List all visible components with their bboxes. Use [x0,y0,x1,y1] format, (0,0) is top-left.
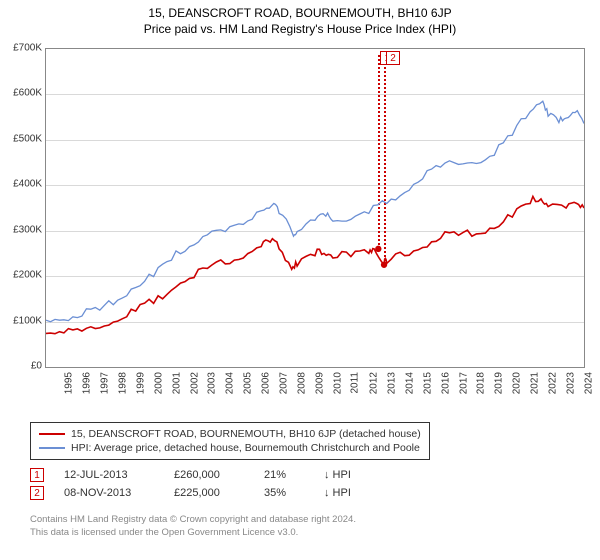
x-axis-label: 2018 [476,372,487,394]
x-axis-label: 2002 [189,372,200,394]
legend-label: 15, DEANSCROFT ROAD, BOURNEMOUTH, BH10 6… [71,428,421,440]
sale-row: 1 12-JUL-2013£260,00021%↓ HPI [30,466,570,484]
y-axis-label: £400K [0,179,42,190]
x-axis-label: 2008 [296,372,307,394]
legend-row: 15, DEANSCROFT ROAD, BOURNEMOUTH, BH10 6… [39,427,421,441]
y-axis-label: £200K [0,270,42,281]
sale-date: 08-NOV-2013 [64,487,174,499]
sale-dot [375,246,381,252]
sale-price: £225,000 [174,487,264,499]
x-axis-label: 2011 [349,372,360,394]
sale-price: £260,000 [174,469,264,481]
x-axis-label: 2009 [314,372,325,394]
legend-swatch [39,447,65,449]
chart-area: 12 £0 £100K £200K £300K £400K £500K £600K £700K… [0,38,600,418]
legend: 15, DEANSCROFT ROAD, BOURNEMOUTH, BH10 6… [30,422,430,460]
x-axis-label: 2017 [458,372,469,394]
y-axis-label: £300K [0,224,42,235]
x-axis-label: 2014 [404,372,415,394]
credits-line2: This data is licensed under the Open Gov… [30,527,570,540]
series-line [46,101,584,322]
x-axis-label: 1997 [99,372,110,394]
chart-plot: 12 [45,48,585,368]
y-axis-label: £500K [0,133,42,144]
x-axis-label: 2006 [261,372,272,394]
x-axis-label: 2013 [386,372,397,394]
legend-label: HPI: Average price, detached house, Bour… [71,442,420,454]
x-axis-label: 2016 [440,372,451,394]
sale-percent: 35% [264,487,324,499]
chart-svg [46,49,584,367]
sale-index-box: 1 [30,468,44,482]
sale-row: 2 08-NOV-2013£225,00035%↓ HPI [30,484,570,502]
title-address: 15, DEANSCROFT ROAD, BOURNEMOUTH, BH10 6… [10,6,590,20]
x-axis-label: 2001 [171,372,182,394]
y-axis-label: £600K [0,88,42,99]
x-axis-label: 2000 [153,372,164,394]
sale-percent: 21% [264,469,324,481]
x-axis-label: 1996 [81,372,92,394]
x-axis-label: 1998 [117,372,128,394]
sales-table: 1 12-JUL-2013£260,00021%↓ HPI 2 08-NOV-2013… [30,466,570,502]
x-axis-label: 1995 [63,372,74,394]
sale-marker-box: 2 [386,51,400,65]
sale-date: 12-JUL-2013 [64,469,174,481]
x-axis-label: 2024 [583,372,594,394]
below-chart: 15, DEANSCROFT ROAD, BOURNEMOUTH, BH10 6… [0,422,600,510]
sale-index-box: 2 [30,486,44,500]
x-axis-label: 2015 [422,372,433,394]
x-axis-label: 2020 [512,372,523,394]
x-axis-label: 2007 [278,372,289,394]
x-axis-label: 2003 [207,372,218,394]
credits: Contains HM Land Registry data © Crown c… [0,510,600,548]
x-axis-label: 2012 [368,372,379,394]
credits-line1: Contains HM Land Registry data © Crown c… [30,514,570,527]
x-axis-label: 2022 [547,372,558,394]
y-axis-label: £700K [0,43,42,54]
chart-titles: 15, DEANSCROFT ROAD, BOURNEMOUTH, BH10 6… [0,0,600,38]
legend-row: HPI: Average price, detached house, Bour… [39,441,421,455]
x-axis-label: 2004 [225,372,236,394]
y-axis-label: £100K [0,315,42,326]
x-axis-label: 2005 [243,372,254,394]
x-axis-label: 2019 [494,372,505,394]
series-line [46,196,584,333]
legend-swatch [39,433,65,435]
x-axis-label: 2023 [565,372,576,394]
sale-direction: ↓ HPI [324,469,374,481]
title-subtitle: Price paid vs. HM Land Registry's House … [10,22,590,36]
x-axis-label: 2021 [530,372,541,394]
sale-dot [381,262,387,268]
x-axis-label: 1999 [135,372,146,394]
page-root: 15, DEANSCROFT ROAD, BOURNEMOUTH, BH10 6… [0,0,600,548]
y-axis-label: £0 [0,361,42,372]
sale-direction: ↓ HPI [324,487,374,499]
x-axis-label: 2010 [332,372,343,394]
